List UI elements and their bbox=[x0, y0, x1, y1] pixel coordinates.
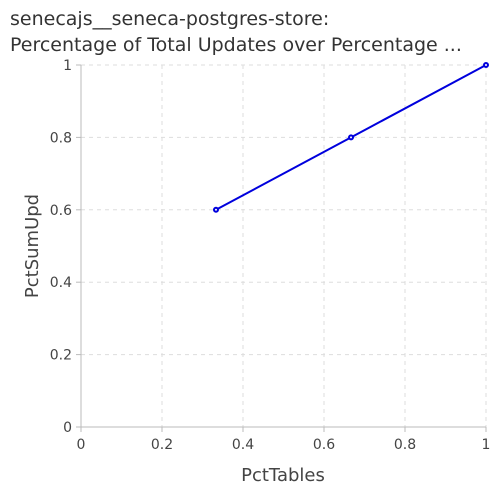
axes bbox=[80, 65, 486, 428]
y-tick-label: 0.4 bbox=[50, 275, 72, 291]
chart-title-line-2: Percentage of Total Updates over Percent… bbox=[10, 34, 462, 56]
x-tick-label: 0.6 bbox=[313, 437, 335, 453]
data-point[interactable] bbox=[483, 62, 489, 68]
x-tick-label: 0.8 bbox=[394, 437, 416, 453]
chart-title-line-1: senecajs__seneca-postgres-store: bbox=[10, 8, 329, 30]
x-tick-label: 1 bbox=[482, 437, 491, 453]
chart-title: senecajs__seneca-postgres-store: Percent… bbox=[10, 8, 462, 56]
y-tick-label: 0 bbox=[63, 420, 72, 436]
y-tick-label: 1 bbox=[63, 58, 72, 74]
x-axis-title: PctTables bbox=[241, 465, 325, 486]
x-axis-ticks: 0 0.2 0.4 0.6 0.8 1 bbox=[77, 427, 491, 453]
series-area bbox=[212, 62, 489, 213]
grid-lines bbox=[81, 64, 487, 427]
x-tick-label: 0 bbox=[77, 437, 86, 453]
data-point[interactable] bbox=[212, 206, 219, 213]
y-axis-title: PctSumUpd bbox=[22, 194, 43, 298]
data-point[interactable] bbox=[348, 134, 355, 141]
y-tick-label: 0.2 bbox=[50, 348, 72, 364]
y-tick-label: 0.8 bbox=[50, 130, 72, 146]
x-tick-label: 0.2 bbox=[151, 437, 173, 453]
y-axis-ticks: 0 0.2 0.4 0.6 0.8 1 bbox=[50, 58, 81, 436]
x-tick-label: 0.4 bbox=[232, 437, 254, 453]
y-tick-label: 0.6 bbox=[50, 203, 72, 219]
